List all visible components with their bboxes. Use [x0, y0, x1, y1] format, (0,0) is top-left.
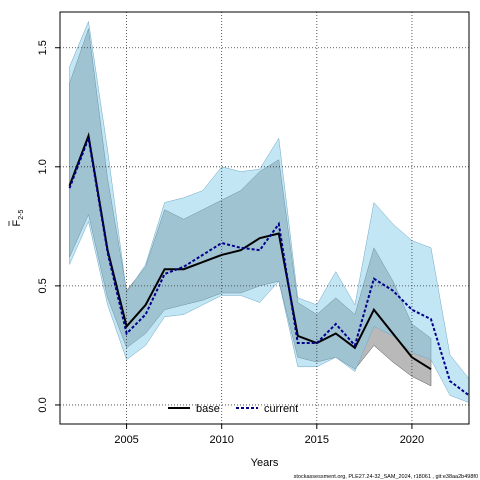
x-tick-label: 2005 [114, 434, 138, 446]
y-axis-title-main: F [11, 219, 23, 226]
legend: base current [168, 403, 298, 415]
y-tick-label: 1.0 [37, 159, 49, 174]
y-tick-label: 0.5 [37, 278, 49, 293]
y-tick-label: 0.0 [37, 397, 49, 412]
legend-label-base: base [196, 403, 220, 415]
legend-label-current: current [264, 403, 298, 415]
x-axis: 2005 2010 2015 2020 [114, 424, 424, 446]
y-axis: 0.0 0.5 1.0 1.5 [37, 40, 60, 413]
confidence-bands [69, 20, 470, 403]
y-tick-label: 1.5 [37, 40, 49, 55]
y-axis-title: F2-5 [8, 209, 25, 226]
x-tick-label: 2015 [305, 434, 329, 446]
series-line-current [68, 134, 470, 397]
plot-frame [59, 11, 470, 425]
footnote: stockassessment.org, PLE27.24-32_SAM_202… [294, 474, 478, 480]
x-tick-label: 2010 [209, 434, 233, 446]
y-axis-title-subscript: 2-5 [18, 209, 25, 219]
series-lines [68, 131, 470, 397]
svg-text:F2-5: F2-5 [11, 209, 25, 226]
confidence-band-current [69, 20, 470, 403]
series-line-base [68, 131, 432, 371]
x-tick-label: 2020 [400, 434, 424, 446]
x-axis-title: Years [251, 457, 279, 469]
grid-lines [60, 12, 469, 424]
